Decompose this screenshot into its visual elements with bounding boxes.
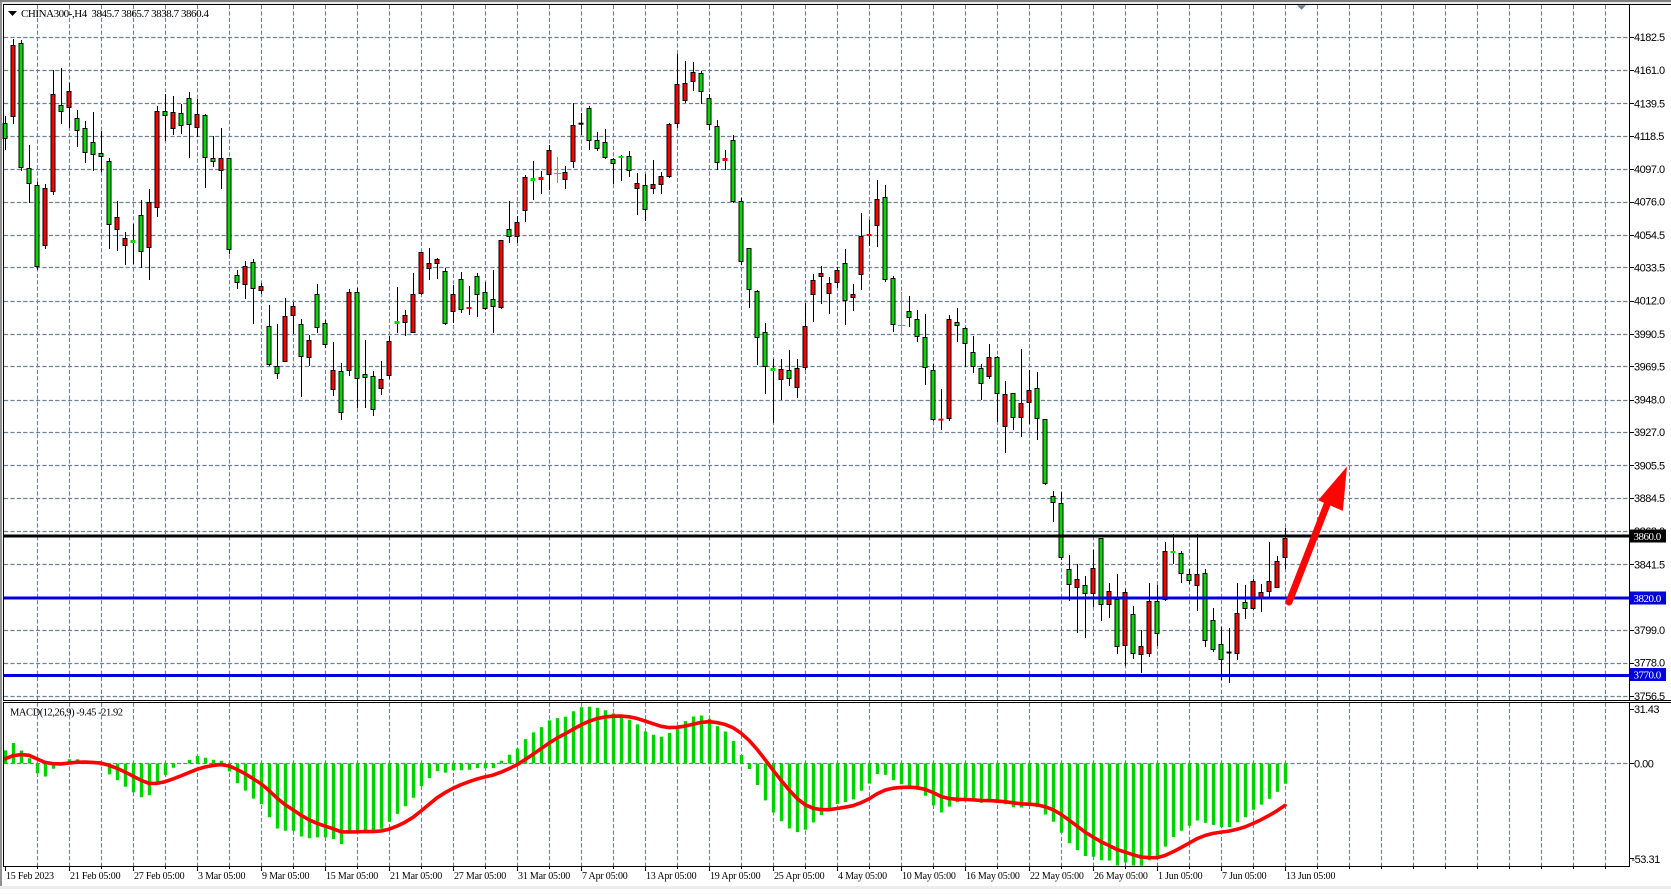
svg-text:4161.0: 4161.0 — [1634, 65, 1665, 77]
svg-text:3927.0: 3927.0 — [1634, 427, 1665, 439]
svg-text:4012.0: 4012.0 — [1634, 296, 1665, 308]
svg-text:3990.5: 3990.5 — [1634, 329, 1665, 341]
svg-text:4 May 05:00: 4 May 05:00 — [838, 871, 887, 882]
svg-text:27 Feb 05:00: 27 Feb 05:00 — [134, 871, 185, 882]
svg-text:31.43: 31.43 — [1634, 704, 1659, 716]
svg-text:4097.0: 4097.0 — [1634, 164, 1665, 176]
svg-text:3756.5: 3756.5 — [1634, 691, 1665, 703]
svg-text:3770.0: 3770.0 — [1634, 670, 1662, 682]
svg-text:7 Jun 05:00: 7 Jun 05:00 — [1222, 871, 1267, 882]
svg-text:3841.5: 3841.5 — [1634, 559, 1665, 571]
svg-text:3 Mar 05:00: 3 Mar 05:00 — [198, 871, 245, 882]
svg-text:0.00: 0.00 — [1634, 758, 1654, 770]
svg-text:3860.0: 3860.0 — [1634, 531, 1662, 543]
svg-text:13 Apr 05:00: 13 Apr 05:00 — [646, 871, 697, 882]
svg-text:MACD(12,26,9) -9.45 -21.92: MACD(12,26,9) -9.45 -21.92 — [10, 708, 123, 719]
svg-text:13 Jun 05:00: 13 Jun 05:00 — [1286, 871, 1335, 882]
svg-text:4033.5: 4033.5 — [1634, 262, 1665, 274]
svg-text:22 May 05:00: 22 May 05:00 — [1030, 871, 1084, 882]
svg-text:-53.31: -53.31 — [1632, 854, 1661, 866]
svg-text:3884.5: 3884.5 — [1634, 493, 1665, 505]
svg-text:10 May 05:00: 10 May 05:00 — [902, 871, 956, 882]
svg-text:31 Mar 05:00: 31 Mar 05:00 — [518, 871, 570, 882]
svg-text:15 Feb 2023: 15 Feb 2023 — [6, 871, 54, 882]
svg-text:15 Mar 05:00: 15 Mar 05:00 — [326, 871, 378, 882]
svg-text:3799.0: 3799.0 — [1634, 625, 1665, 637]
svg-text:3820.0: 3820.0 — [1634, 593, 1662, 605]
svg-text:4076.0: 4076.0 — [1634, 197, 1665, 209]
svg-text:26 May 05:00: 26 May 05:00 — [1094, 871, 1148, 882]
svg-text:21 Feb 05:00: 21 Feb 05:00 — [70, 871, 121, 882]
svg-text:9 Mar 05:00: 9 Mar 05:00 — [262, 871, 309, 882]
svg-text:3905.5: 3905.5 — [1634, 460, 1665, 472]
svg-text:3948.0: 3948.0 — [1634, 395, 1665, 407]
svg-text:21 Mar 05:00: 21 Mar 05:00 — [390, 871, 442, 882]
svg-text:25 Apr 05:00: 25 Apr 05:00 — [774, 871, 825, 882]
svg-text:27 Mar 05:00: 27 Mar 05:00 — [454, 871, 506, 882]
svg-text:16 May 05:00: 16 May 05:00 — [966, 871, 1020, 882]
svg-text:1 Jun 05:00: 1 Jun 05:00 — [1158, 871, 1203, 882]
svg-text:CHINA300-,H4 3845.7 3865.7 38: CHINA300-,H4 3845.7 3865.7 3838.7 3860.4 — [21, 8, 209, 20]
svg-text:19 Apr 05:00: 19 Apr 05:00 — [710, 871, 761, 882]
svg-text:4054.5: 4054.5 — [1634, 230, 1665, 242]
svg-text:4139.5: 4139.5 — [1634, 98, 1665, 110]
svg-text:7 Apr 05:00: 7 Apr 05:00 — [582, 871, 628, 882]
svg-text:4118.5: 4118.5 — [1634, 131, 1664, 143]
svg-text:3778.0: 3778.0 — [1634, 658, 1665, 670]
svg-text:4182.5: 4182.5 — [1634, 32, 1665, 44]
svg-text:3969.5: 3969.5 — [1634, 361, 1665, 373]
